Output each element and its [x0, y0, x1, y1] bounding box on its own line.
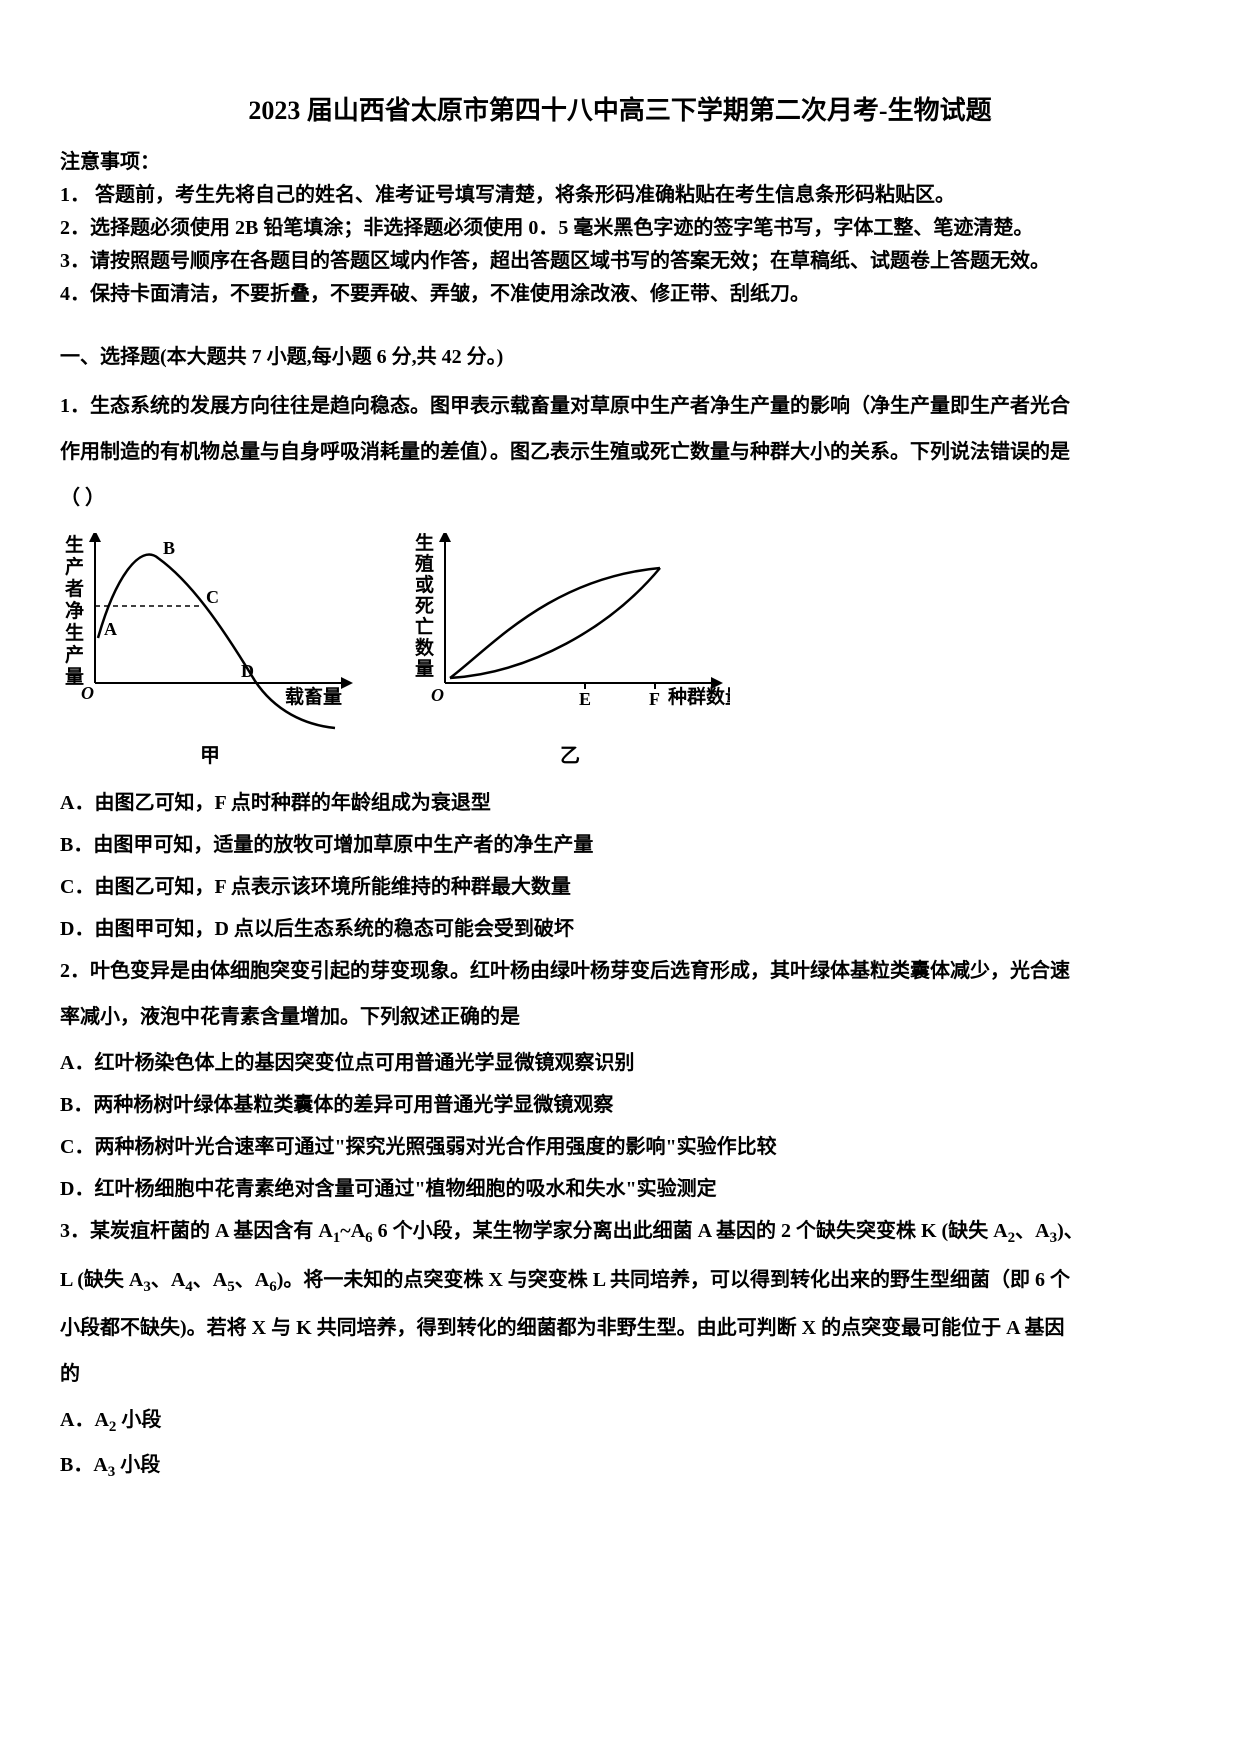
q3-s2-sub7: 6	[269, 1279, 277, 1295]
q3-s2-t2: 、A	[151, 1269, 185, 1291]
svg-text:净: 净	[65, 599, 84, 622]
q3-s1-t6: 、A	[1015, 1220, 1049, 1242]
svg-text:O: O	[431, 685, 444, 705]
q1-option-a: A．由图乙可知，F 点时种群的年龄组成为衰退型	[60, 782, 1180, 824]
q3-oa-t0: A．A	[60, 1409, 109, 1431]
q3-s1-t2: ~A	[340, 1220, 365, 1242]
q1-figures: O生产者净生产量载畜量BCAD 甲 O生殖或死亡数量种群数量EF 乙	[60, 533, 1180, 768]
q2-stem-line-2: 率减小，液泡中花青素含量增加。下列叙述正确的是	[60, 996, 1180, 1038]
svg-text:者: 者	[65, 578, 84, 600]
q3-s1-sub3: 6	[365, 1230, 373, 1246]
q3-option-b: B．A3 小段	[60, 1444, 1180, 1489]
q3-s1-t4: 6 个小段，某生物学家分离出此细菌 A 基因的 2 个缺失突变株 K (缺失 A	[373, 1220, 1008, 1242]
svg-text:C: C	[206, 587, 219, 607]
svg-text:生: 生	[65, 533, 84, 556]
svg-text:殖: 殖	[415, 553, 434, 575]
q3-stem-line-1: 3．某炭疽杆菌的 A 基因含有 A1~A6 6 个小段，某生物学家分离出此细菌 …	[60, 1210, 1180, 1255]
q3-option-a: A．A2 小段	[60, 1399, 1180, 1444]
svg-text:或: 或	[415, 573, 434, 596]
q2-option-a: A．红叶杨染色体上的基因突变位点可用普通光学显微镜观察识别	[60, 1042, 1180, 1084]
section-1-header: 一、选择题(本大题共 7 小题,每小题 6 分,共 42 分。)	[60, 340, 1180, 369]
figure-jia-label: 甲	[200, 739, 220, 768]
q2-option-c: C．两种杨树叶光合速率可通过"探究光照强弱对光合作用强度的影响"实验作比较	[60, 1126, 1180, 1168]
svg-text:亡: 亡	[415, 615, 434, 638]
notice-header: 注意事项：	[60, 145, 1180, 174]
svg-text:A: A	[104, 619, 117, 639]
q3-stem-line-2: L (缺失 A3、A4、A5、A6)。将一未知的点突变株 X 与突变株 L 共同…	[60, 1259, 1180, 1304]
figure-jia: O生产者净生产量载畜量BCAD	[60, 533, 360, 733]
figure-yi-label: 乙	[560, 739, 580, 768]
notice-line-2: 2．选择题必须使用 2B 铅笔填涂；非选择题必须使用 0．5 毫米黑色字迹的签字…	[60, 213, 1180, 244]
q3-s2-t8: )。将一未知的点突变株 X 与突变株 L 共同培养，可以得到转化出来的野生型细菌…	[277, 1269, 1070, 1291]
q1-stem-line-2: 作用制造的有机物总量与自身呼吸消耗量的差值）。图乙表示生殖或死亡数量与种群大小的…	[60, 431, 1180, 473]
svg-text:生: 生	[415, 533, 434, 554]
q2-stem-line-1: 2．叶色变异是由体细胞突变引起的芽变现象。红叶杨由绿叶杨芽变后选育形成，其叶绿体…	[60, 950, 1180, 992]
notice-line-4: 4．保持卡面清洁，不要折叠，不要弄破、弄皱，不准使用涂改液、修正带、刮纸刀。	[60, 279, 1180, 310]
q1-option-b: B．由图甲可知，适量的放牧可增加草原中生产者的净生产量	[60, 824, 1180, 866]
q3-s1-t8: )、	[1057, 1220, 1084, 1242]
q3-stem-line-3: 小段都不缺失)。若将 X 与 K 共同培养，得到转化的细菌都为非野生型。由此可判…	[60, 1307, 1180, 1349]
q3-s1-t0: 3．某炭疽杆菌的 A 基因含有 A	[60, 1220, 333, 1242]
q3-s1-sub7: 3	[1050, 1230, 1058, 1246]
notice-line-1: 1． 答题前，考生先将自己的姓名、准考证号填写清楚，将条形码准确粘贴在考生信息条…	[60, 180, 1180, 211]
figure-jia-wrap: O生产者净生产量载畜量BCAD 甲	[60, 533, 360, 768]
svg-text:F: F	[649, 689, 660, 709]
svg-text:种群数量: 种群数量	[667, 685, 730, 708]
q3-ob-t2: 小段	[115, 1454, 160, 1476]
svg-text:载畜量: 载畜量	[285, 685, 342, 708]
q3-s2-t6: 、A	[235, 1269, 269, 1291]
q3-ob-t0: B．A	[60, 1454, 108, 1476]
q2-option-d: D．红叶杨细胞中花青素绝对含量可通过"植物细胞的吸水和失水"实验测定	[60, 1168, 1180, 1210]
q3-s2-sub5: 5	[227, 1279, 235, 1295]
q1-option-c: C．由图乙可知，F 点表示该环境所能维持的种群最大数量	[60, 866, 1180, 908]
q3-s2-sub3: 4	[185, 1279, 193, 1295]
q2-option-b: B．两种杨树叶绿体基粒类囊体的差异可用普通光学显微镜观察	[60, 1084, 1180, 1126]
svg-text:死: 死	[415, 596, 434, 617]
svg-text:产: 产	[65, 643, 84, 666]
figure-yi-wrap: O 生殖或死亡数量种群数量 E F 乙	[410, 533, 730, 768]
svg-text:生: 生	[65, 621, 84, 644]
page-title: 2023 届山西省太原市第四十八中高三下学期第二次月考-生物试题	[60, 90, 1180, 127]
q1-stem-line-3: （ ）	[60, 477, 1180, 519]
q3-s2-sub1: 3	[143, 1279, 151, 1295]
svg-text:量: 量	[415, 658, 434, 680]
svg-text:量: 量	[65, 666, 84, 688]
svg-text:产: 产	[65, 555, 84, 578]
q3-s2-t0: L (缺失 A	[60, 1269, 143, 1291]
q3-s2-t4: 、A	[193, 1269, 227, 1291]
figure-yi: O 生殖或死亡数量种群数量 E F	[410, 533, 730, 733]
q1-stem-line-1: 1．生态系统的发展方向往往是趋向稳态。图甲表示载畜量对草原中生产者净生产量的影响…	[60, 385, 1180, 427]
svg-text:D: D	[241, 661, 254, 681]
svg-text:E: E	[579, 689, 591, 709]
svg-text:B: B	[163, 538, 175, 558]
q3-stem-line-4: 的	[60, 1353, 1180, 1395]
svg-text:数: 数	[415, 636, 435, 659]
q3-oa-t2: 小段	[116, 1409, 161, 1431]
q1-option-d: D．由图甲可知，D 点以后生态系统的稳态可能会受到破坏	[60, 908, 1180, 950]
notice-line-3: 3．请按照题号顺序在各题目的答题区域内作答，超出答题区域书写的答案无效；在草稿纸…	[60, 246, 1180, 277]
